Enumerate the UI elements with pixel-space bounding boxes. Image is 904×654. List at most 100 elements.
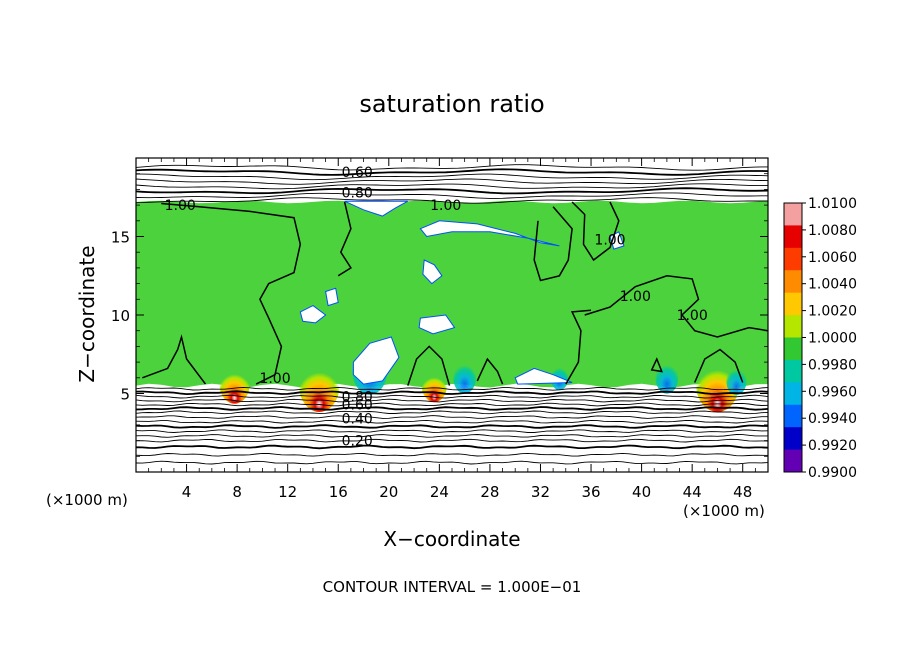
pocket-top-notch (344, 200, 409, 217)
chart-title: saturation ratio (359, 90, 544, 118)
x-axis: 4 8 12 16 20 24 28 32 36 40 44 48 (148, 158, 756, 501)
lower-contour-8 (136, 419, 768, 424)
colorbar-label-4: 1.0020 (808, 304, 857, 320)
contour-label-0: 0.60 (342, 165, 373, 181)
upper-contour-0 (136, 164, 768, 171)
lower-contour-2 (136, 394, 768, 399)
contour-label-6: 1.00 (677, 308, 708, 324)
lower-contour-15 (136, 460, 768, 465)
lower-contour-1 (136, 390, 768, 396)
x-axis-unit-right: (×1000 m) (683, 502, 765, 520)
contour-label-10: 0.40 (342, 412, 373, 428)
lower-contour-6 (136, 410, 768, 415)
colorbar-swatch-2 (784, 247, 802, 271)
contour-labels: 0.600.801.001.001.001.001.001.000.800.60… (165, 165, 708, 450)
pocket-small-1 (422, 259, 443, 285)
x-tick-label-6: 28 (480, 483, 499, 501)
lower-contour-0 (136, 386, 768, 391)
colorbar-swatch-6 (784, 337, 802, 361)
contour-100-bump-2 (407, 345, 451, 386)
hot-spot-0 (219, 364, 250, 404)
x-tick-label-5: 24 (430, 483, 449, 501)
upper-contour-6 (136, 192, 768, 199)
y-axis: 5 10 15 (111, 173, 768, 457)
lower-contour-5 (136, 406, 768, 411)
colorbar-label-3: 1.0040 (808, 277, 857, 293)
plot-area (136, 158, 768, 472)
contour-lines (136, 164, 768, 465)
colorbar-label-1: 1.0080 (808, 223, 857, 239)
contour-label-11: 0.20 (342, 434, 373, 450)
x-tick-label-11: 48 (733, 483, 752, 501)
contour-label-4: 1.00 (594, 233, 625, 249)
lower-contour-12 (136, 438, 768, 443)
contour-label-3: 1.00 (430, 198, 461, 214)
x-tick-label-8: 36 (581, 483, 600, 501)
x-axis-unit-left: (×1000 m) (46, 491, 128, 509)
lower-contour-13 (136, 444, 768, 450)
colorbar-label-0: 1.0100 (808, 196, 857, 212)
contour-label-1: 0.80 (342, 186, 373, 202)
contour-100-bump-3 (476, 357, 504, 385)
pocket-left-2 (325, 287, 339, 307)
contour-100-left-b (337, 201, 352, 277)
x-tick-label-2: 12 (278, 483, 297, 501)
pocket-mid-1 (418, 314, 456, 335)
colorbar-label-9: 0.9920 (808, 438, 857, 454)
contour-100-right-d (565, 309, 592, 385)
cold-spot-1 (453, 361, 477, 394)
x-tick-label-10: 44 (683, 483, 702, 501)
upper-contour-7 (136, 197, 768, 204)
lower-contour-10 (136, 429, 768, 434)
x-tick-label-4: 20 (379, 483, 398, 501)
colorbar-swatch-3 (784, 270, 802, 294)
colorbar-swatch-11 (784, 449, 802, 473)
colorbar: 1.0100 1.0080 1.0060 1.0040 1.0020 1.0000 0.99… (783, 196, 857, 481)
lower-contour-3 (136, 398, 768, 403)
y-tick-label-0: 5 (120, 386, 130, 404)
subsaturated-pockets (299, 200, 625, 385)
y-tick-label-2: 15 (111, 229, 130, 247)
y-axis-label: Z−coordinate (75, 245, 99, 382)
x-axis-label: X−coordinate (383, 527, 520, 551)
upper-contour-3 (136, 178, 768, 185)
pocket-right-low (514, 367, 573, 385)
contour-label-8: 0.80 (342, 390, 373, 406)
lower-contour-4 (136, 402, 768, 407)
contour-100-left (161, 202, 302, 385)
x-tick-label-0: 4 (182, 483, 192, 501)
contour-100-right-b (533, 206, 573, 282)
colorbar-swatch-0 (784, 203, 802, 226)
colorbar-label-6: 0.9980 (808, 357, 857, 373)
colorbar-label-10: 0.9900 (808, 465, 857, 481)
contour-label-2: 1.00 (165, 198, 196, 214)
lower-contour-14 (136, 452, 768, 457)
hot-spot-1 (299, 359, 340, 412)
colorbar-label-2: 1.0060 (808, 250, 857, 266)
pocket-left-1 (299, 305, 327, 324)
x-tick-label-1: 8 (232, 483, 242, 501)
lower-contour-9 (136, 424, 768, 429)
lower-contour-7 (136, 415, 768, 419)
upper-contour-4 (136, 183, 768, 190)
colorbar-swatch-8 (784, 382, 802, 406)
colorbar-swatch-4 (784, 292, 802, 316)
colorbar-label-8: 0.9940 (808, 411, 857, 427)
upper-contour-1 (136, 168, 768, 176)
contour-label-5: 1.00 (620, 289, 651, 305)
colorbar-swatch-7 (784, 359, 802, 383)
contour-label-7: 1.00 (259, 371, 290, 387)
x-tick-label-3: 16 (329, 483, 348, 501)
contour-100-bump-4 (694, 348, 744, 383)
x-tick-label-7: 32 (531, 483, 550, 501)
y-tick-label-1: 10 (111, 307, 130, 325)
contour-100-small (650, 357, 663, 373)
upper-contour-2 (136, 173, 768, 181)
colorbar-swatch-1 (784, 225, 802, 249)
lower-contour-11 (136, 434, 768, 438)
contour-interval-note: CONTOUR INTERVAL = 1.000E−01 (323, 578, 582, 596)
colorbar-swatch-10 (784, 427, 802, 451)
pocket-upper-streak (419, 220, 560, 247)
cold-spot-3 (726, 366, 747, 396)
